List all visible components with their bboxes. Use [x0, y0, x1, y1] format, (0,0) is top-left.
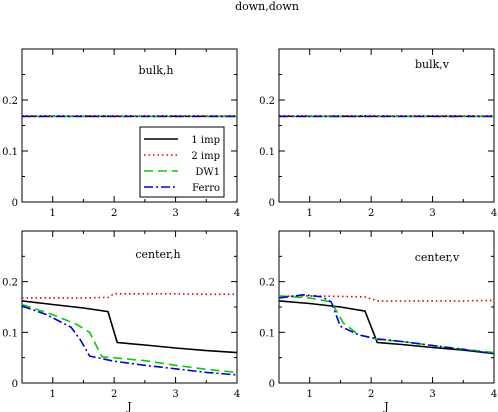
panel-bulk-h: 1 2 3 4 0 0.1 0.2 bulk,h 1 imp 2 imp DW1 Ferro [2, 48, 240, 219]
figure-title: down,down [235, 0, 299, 13]
y-tick-label: 0 [12, 198, 18, 209]
panel-label: bulk,h [139, 64, 174, 77]
plot-area: 1 2 3 4 0 0.1 0.2 bulk,h 1 imp 2 imp DW1 Ferro 1 2 3 4 0… [2, 48, 497, 412]
x-tick-label: 1 [307, 389, 313, 400]
x-tick-label: 1 [307, 208, 313, 219]
panel-bulk-v: 1 2 3 4 0 0.1 0.2 bulk,v [259, 48, 497, 219]
x-tick-label: 1 [50, 389, 56, 400]
series-ferro [279, 293, 494, 355]
legend-entry: 2 imp [191, 151, 220, 162]
legend-entry: Ferro [192, 183, 220, 194]
y-tick-label: 0.1 [259, 147, 275, 158]
legend-entry: 1 imp [191, 135, 220, 146]
x-axis-label: J [126, 400, 131, 412]
y-tick-label: 0.2 [259, 278, 275, 289]
panel-label: center,h [135, 248, 180, 261]
series-dw1 [22, 303, 237, 374]
x-tick-label: 3 [429, 208, 435, 219]
series-1-imp [22, 300, 237, 354]
y-tick-label: 0.2 [2, 278, 18, 289]
x-axis-label: J [383, 400, 388, 412]
y-tick-label: 0.2 [2, 96, 18, 107]
y-tick-label: 0 [269, 379, 275, 390]
x-tick-label: 2 [111, 389, 117, 400]
y-tick-label: 0 [12, 379, 18, 390]
legend: 1 imp 2 imp DW1 Ferro [139, 126, 225, 198]
panel-center-v: 1 2 3 4 0 0.1 0.2 center,v J [259, 230, 497, 412]
x-tick-label: 4 [491, 208, 497, 219]
x-tick-label: 1 [50, 208, 56, 219]
axes-frame [278, 230, 495, 384]
x-tick-label: 4 [234, 208, 240, 219]
x-tick-label: 3 [429, 389, 435, 400]
panel-label: bulk,v [415, 58, 450, 71]
axes-frame [278, 48, 495, 203]
y-tick-label: 0.1 [259, 328, 275, 339]
y-tick-label: 0 [269, 198, 275, 209]
y-tick-label: 0.2 [259, 96, 275, 107]
series-ferro [22, 305, 237, 376]
x-tick-label: 4 [491, 389, 497, 400]
panel-center-h: 1 2 3 4 0 0.1 0.2 center,h J [2, 230, 240, 412]
series-1-imp [279, 300, 494, 355]
x-tick-label: 3 [172, 389, 178, 400]
panel-label: center,v [415, 251, 460, 264]
axes-frame [21, 230, 238, 384]
x-tick-label: 3 [172, 208, 178, 219]
series-2-imp [22, 292, 237, 299]
x-tick-label: 2 [111, 208, 117, 219]
x-tick-label: 2 [368, 208, 374, 219]
x-tick-label: 2 [368, 389, 374, 400]
legend-entry: DW1 [195, 167, 220, 178]
y-tick-label: 0.1 [2, 328, 18, 339]
y-tick-label: 0.1 [2, 147, 18, 158]
x-tick-label: 4 [234, 389, 240, 400]
